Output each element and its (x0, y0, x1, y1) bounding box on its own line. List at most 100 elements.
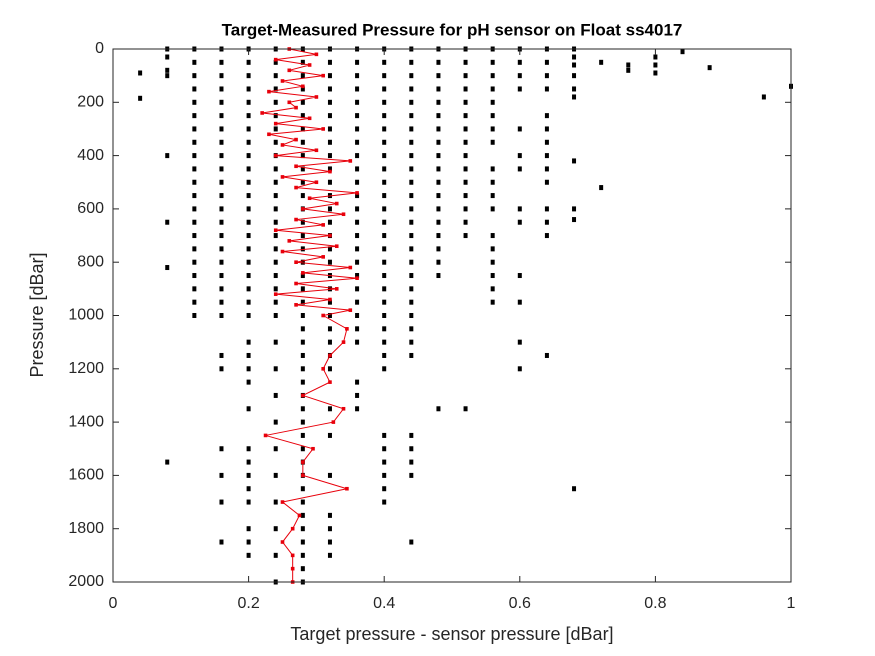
point (382, 193, 387, 199)
x-tick-label: 0 (109, 595, 118, 612)
point (300, 339, 305, 345)
point (246, 59, 251, 65)
point (572, 86, 577, 92)
point (382, 299, 387, 305)
y-tick-label: 600 (77, 200, 104, 217)
point (327, 259, 332, 265)
point (328, 353, 332, 358)
point (294, 303, 298, 307)
point (219, 73, 224, 79)
point (280, 79, 285, 83)
point (280, 249, 285, 254)
point (572, 206, 577, 212)
point (300, 526, 305, 532)
x-tick-label: 0.2 (237, 595, 259, 612)
point (273, 59, 278, 65)
point (219, 193, 224, 199)
point (273, 246, 278, 252)
point (246, 446, 251, 452)
point (341, 406, 346, 411)
point (192, 313, 197, 318)
point (409, 233, 414, 239)
point (517, 339, 522, 345)
point (544, 219, 549, 225)
point (219, 299, 224, 305)
y-axis-label: Pressure [dBar] (27, 252, 47, 377)
y-tick-label: 1400 (68, 413, 104, 430)
point (219, 246, 224, 252)
point (300, 273, 305, 279)
point (300, 139, 305, 145)
point (297, 513, 302, 518)
point (409, 153, 414, 159)
point (219, 233, 224, 239)
point (192, 99, 197, 105)
point (280, 175, 285, 179)
point (273, 392, 278, 398)
point (334, 287, 339, 291)
point (219, 153, 224, 159)
point (409, 339, 414, 345)
point (327, 99, 332, 105)
point (328, 297, 332, 302)
point (294, 185, 298, 190)
point (436, 406, 441, 412)
point (219, 206, 224, 212)
point (219, 86, 224, 92)
point (355, 191, 359, 195)
point (328, 233, 332, 238)
point (280, 143, 285, 147)
point (246, 179, 251, 185)
point (382, 113, 387, 119)
point (273, 552, 278, 558)
point (219, 219, 224, 225)
point (246, 273, 251, 279)
point (273, 419, 278, 425)
point (300, 286, 305, 292)
point (680, 49, 685, 55)
point (273, 499, 278, 505)
point (409, 99, 414, 105)
point (355, 233, 360, 239)
point (490, 273, 495, 279)
point (273, 139, 278, 145)
point (327, 299, 332, 305)
point (301, 393, 305, 398)
point (273, 179, 278, 185)
point (273, 339, 278, 345)
point (300, 366, 305, 372)
point (517, 166, 522, 172)
x-tick-label: 0.6 (509, 595, 531, 612)
point (290, 526, 295, 531)
point (572, 486, 577, 492)
point (192, 286, 197, 292)
point (348, 265, 353, 270)
point (436, 126, 441, 132)
point (490, 139, 495, 145)
point (382, 179, 387, 185)
y-tick-label: 1000 (68, 307, 104, 324)
point (246, 459, 251, 465)
point (273, 206, 278, 212)
point (490, 99, 495, 105)
point (280, 540, 285, 544)
point (219, 166, 224, 172)
point (327, 366, 332, 372)
point (409, 113, 414, 119)
point (761, 94, 766, 100)
y-tick-label: 1800 (68, 520, 104, 537)
point (517, 206, 522, 212)
point (382, 286, 387, 292)
point (300, 299, 305, 305)
y-tick-label: 2000 (68, 573, 104, 590)
point (273, 273, 278, 279)
y-tick-label: 800 (77, 253, 104, 270)
point (463, 406, 468, 412)
point (436, 219, 441, 225)
point (300, 246, 305, 252)
x-tick-label: 0.4 (373, 595, 395, 612)
point (355, 276, 359, 280)
series (260, 47, 359, 584)
point (463, 139, 468, 145)
point (463, 126, 468, 132)
